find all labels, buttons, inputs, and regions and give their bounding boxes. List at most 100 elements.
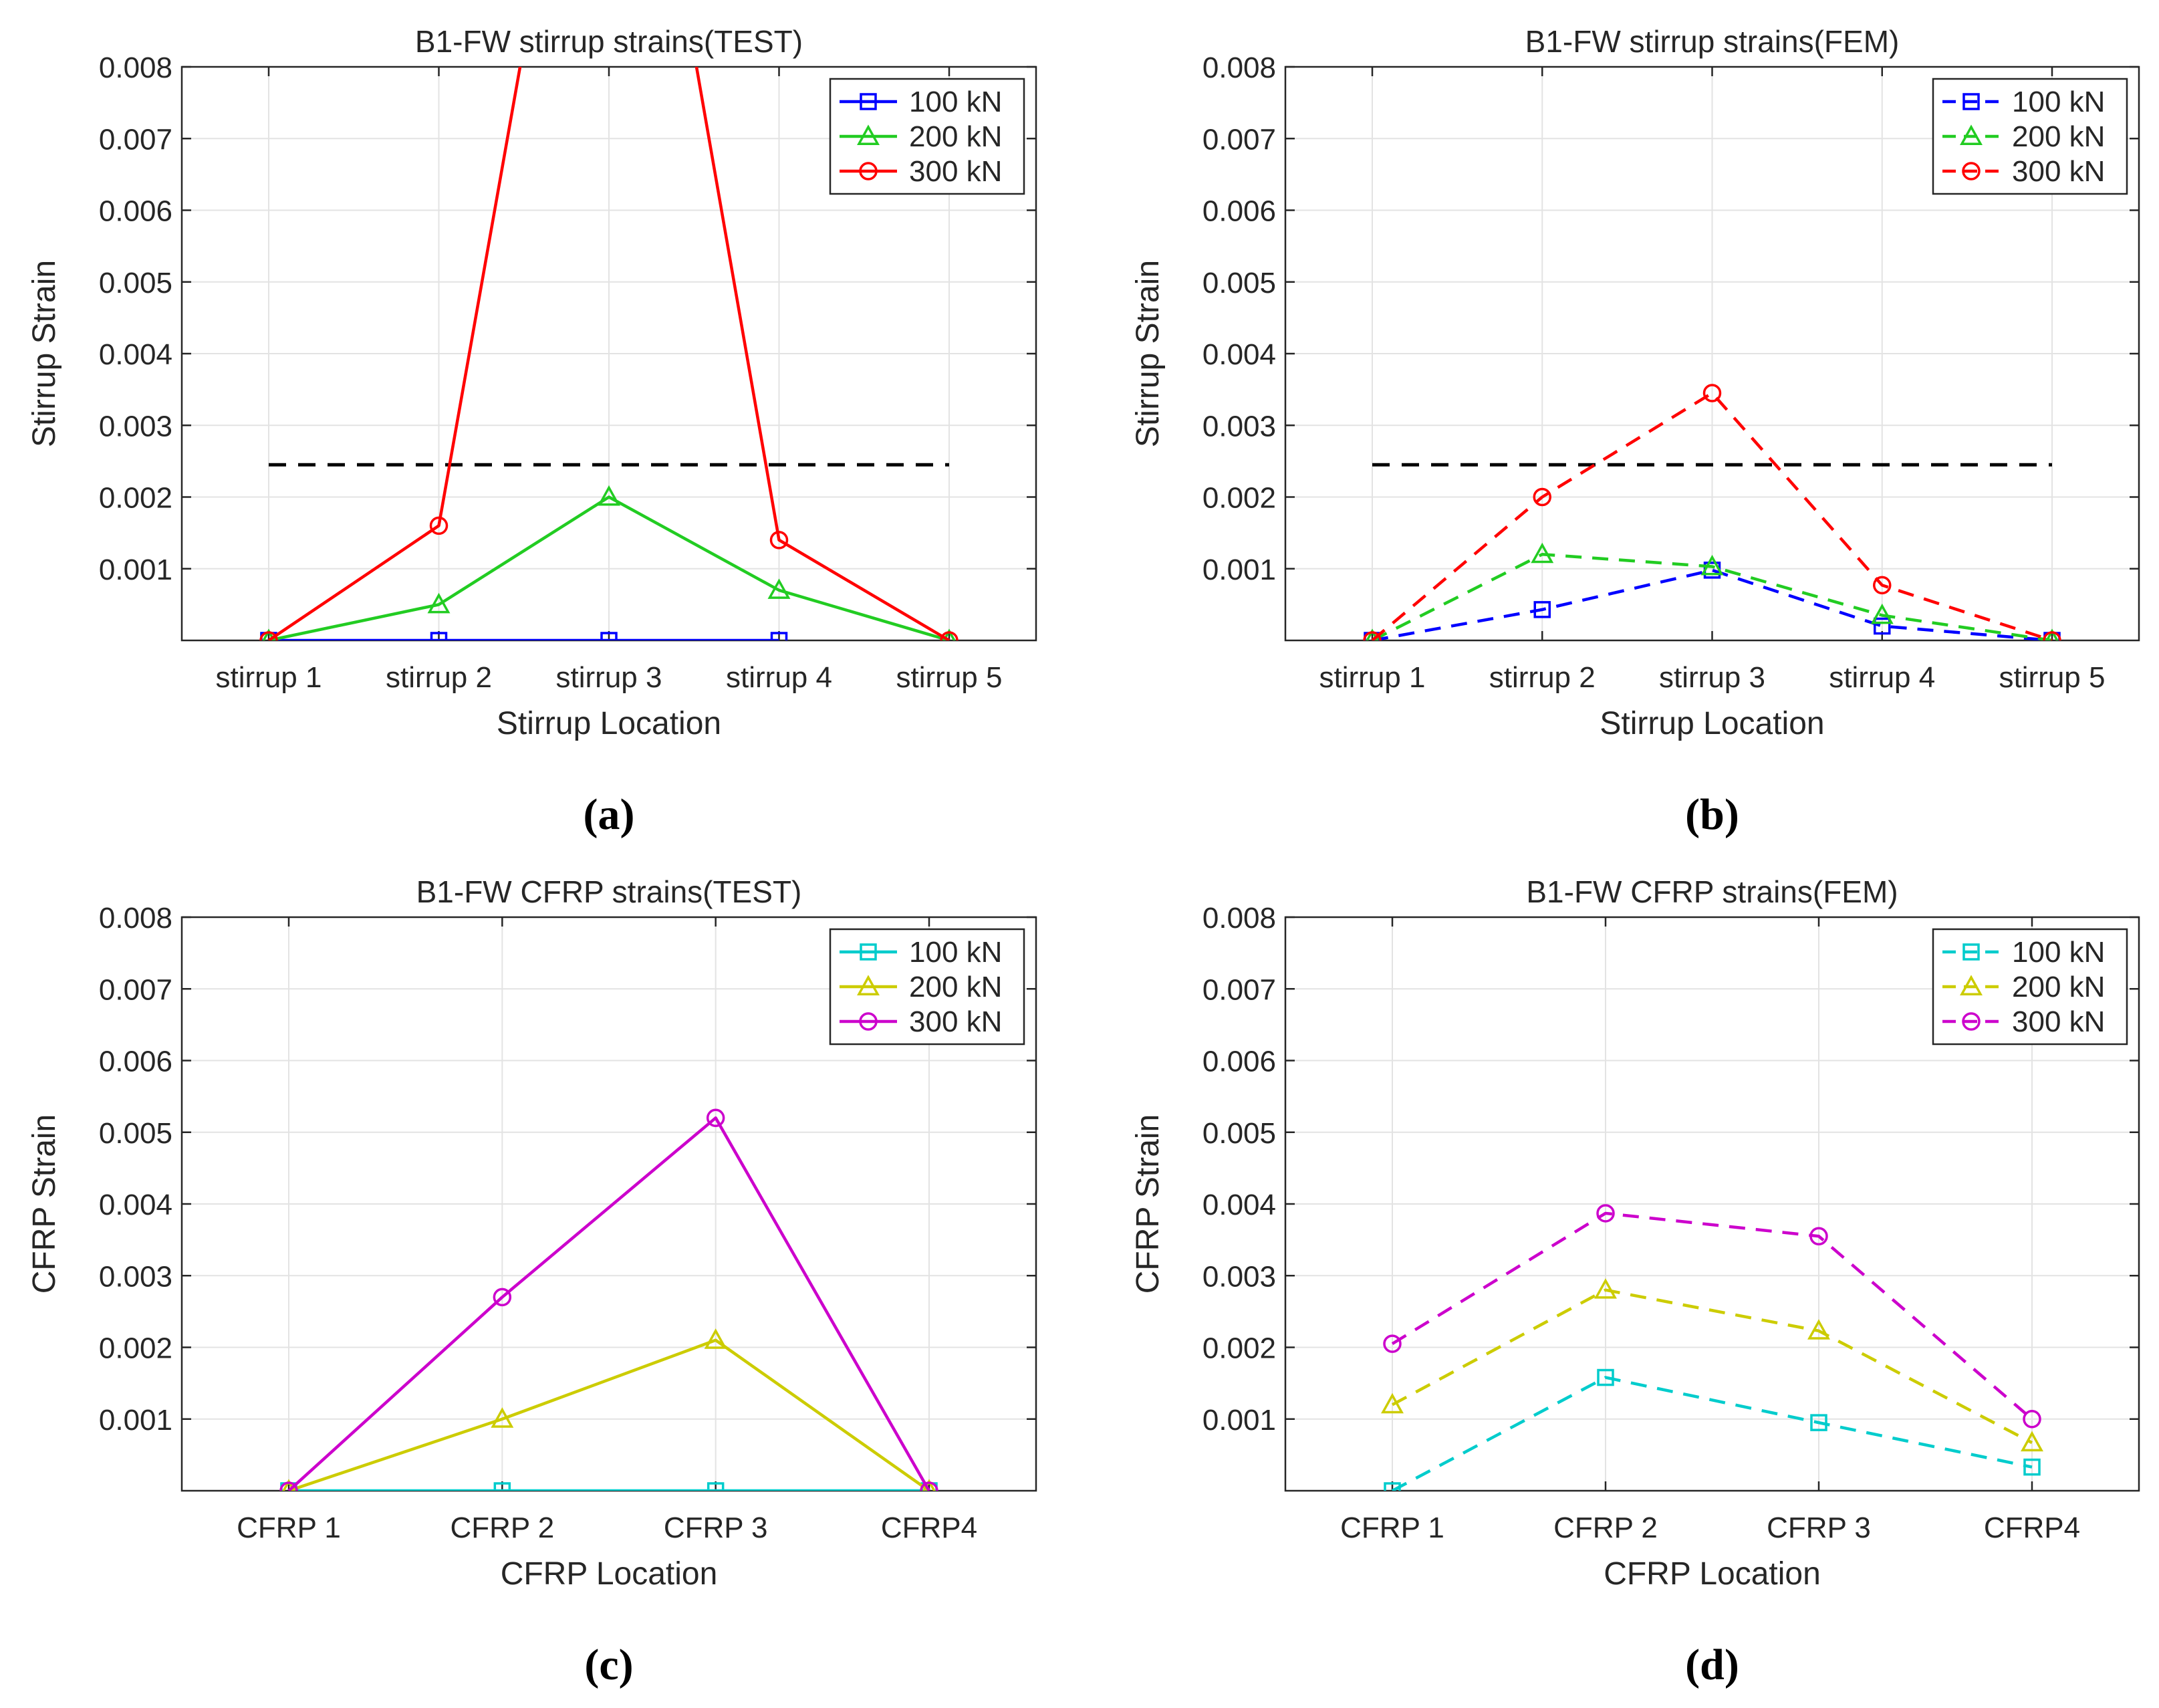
data-point — [940, 631, 959, 640]
y-axis-label: CFRP Strain — [27, 1114, 62, 1294]
legend-label: 100 kN — [2012, 936, 2105, 969]
data-point — [1810, 1414, 1827, 1431]
data-point — [2023, 1458, 2041, 1476]
data-point — [491, 1407, 514, 1428]
y-tick-label: 0.003 — [1202, 1260, 1276, 1293]
plot-content — [259, 67, 959, 640]
x-axis-label: Stirrup Location — [1600, 706, 1824, 741]
data-point — [1383, 1334, 1402, 1353]
chart-title: B1-FW CFRP strains(TEST) — [416, 874, 802, 909]
series-line — [1391, 1376, 2033, 1491]
series-line — [1371, 391, 2053, 640]
y-tick-label: 0.008 — [99, 51, 172, 84]
y-tick-label: 0.003 — [99, 1260, 172, 1293]
data-point — [2021, 1431, 2043, 1452]
chart-title: B1-FW stirrup strains(FEM) — [1525, 24, 1900, 59]
data-point — [600, 632, 618, 640]
data-point — [920, 1481, 938, 1491]
series-2 — [1381, 1278, 2043, 1452]
y-tick-label: 0.007 — [99, 973, 172, 1006]
x-tick-label: stirrup 5 — [1999, 661, 2106, 694]
series-2 — [262, 485, 956, 640]
data-point — [1809, 1227, 1828, 1246]
x-tick-label: CFRP4 — [881, 1511, 977, 1544]
legend-swatch-marker — [1962, 162, 1981, 180]
y-tick-label: 0.002 — [1202, 1332, 1276, 1365]
data-point — [767, 578, 791, 599]
x-tick-label: stirrup 1 — [216, 661, 322, 694]
y-axis-label: Stirrup Strain — [27, 260, 62, 447]
data-point — [493, 1288, 512, 1307]
y-tick-label: 0.004 — [1202, 338, 1276, 371]
chart-panel-3: 0.001 0.002 0.003 0.004 0.005 0.006 0.007 0.008… — [27, 874, 1037, 1689]
x-tick-label: stirrup 2 — [1489, 661, 1596, 694]
x-tick-label: stirrup 3 — [1659, 661, 1765, 694]
y-tick-label: 0.006 — [99, 1046, 172, 1078]
legend-label: 200 kN — [2012, 971, 2105, 1003]
x-tick-label: stirrup 5 — [896, 661, 1003, 694]
data-point — [429, 516, 449, 535]
series-line — [268, 495, 950, 640]
y-tick-label: 0.004 — [99, 338, 172, 371]
data-point — [1807, 1319, 1830, 1340]
data-point — [1702, 384, 1722, 402]
legend-swatch-marker — [1960, 975, 1983, 995]
data-point — [1596, 1204, 1615, 1223]
legend-label: 100 kN — [909, 86, 1002, 118]
data-point — [427, 592, 451, 614]
y-tick-label: 0.002 — [99, 1332, 172, 1365]
y-axis-label: CFRP Strain — [1130, 1114, 1166, 1294]
panel-caption: (a) — [584, 790, 635, 839]
data-point — [2043, 631, 2061, 640]
chart-title: B1-FW stirrup strains(TEST) — [415, 24, 803, 59]
legend-label: 100 kN — [2012, 86, 2105, 118]
legend-label: 100 kN — [909, 936, 1002, 969]
y-tick-label: 0.007 — [99, 123, 172, 156]
x-tick-label: CFRP 2 — [1553, 1511, 1658, 1544]
legend-swatch-marker — [1962, 93, 1980, 110]
data-point — [2045, 628, 2059, 640]
data-point — [1366, 628, 1379, 640]
legend-label: 300 kN — [909, 155, 1002, 188]
y-tick-label: 0.001 — [99, 1404, 172, 1437]
legend-swatch-marker — [857, 975, 880, 995]
legend-swatch-marker — [859, 162, 878, 180]
y-tick-label: 0.001 — [1202, 554, 1276, 586]
y-tick-label: 0.004 — [99, 1189, 172, 1221]
y-axis-label: Stirrup Strain — [1130, 260, 1166, 447]
x-axis-label: CFRP Location — [1604, 1556, 1821, 1592]
data-point — [262, 628, 275, 640]
y-tick-label: 0.003 — [99, 410, 172, 443]
series-line — [287, 1116, 930, 1491]
data-point — [598, 485, 620, 506]
data-point — [1384, 1482, 1401, 1491]
chart-panel-1: 0.001 0.002 0.003 0.004 0.005 0.006 0.007 0.008… — [27, 24, 1037, 839]
x-axis-label: Stirrup Location — [497, 706, 721, 741]
legend-label: 300 kN — [2012, 155, 2105, 188]
data-point — [1873, 576, 1892, 595]
x-tick-label: CFRP 3 — [664, 1511, 768, 1544]
data-point — [259, 631, 278, 640]
series-line — [288, 1338, 930, 1491]
data-point — [430, 632, 448, 640]
panel-caption: (b) — [1685, 790, 1739, 839]
y-tick-label: 0.005 — [1202, 1117, 1276, 1150]
data-point — [1381, 1392, 1404, 1414]
legend-label: 300 kN — [909, 1005, 1002, 1038]
data-point — [2023, 1410, 2041, 1429]
x-tick-label: CFRP 2 — [450, 1511, 554, 1544]
series-line — [1372, 568, 2053, 640]
data-point — [1874, 617, 1891, 635]
series-3 — [1383, 1204, 2041, 1429]
y-tick-label: 0.002 — [99, 482, 172, 515]
y-tick-label: 0.002 — [1202, 482, 1276, 515]
series-3 — [279, 1108, 938, 1491]
x-tick-label: CFRP 1 — [1340, 1511, 1444, 1544]
series-3 — [1363, 384, 2061, 640]
legend-swatch-marker — [860, 943, 877, 961]
data-point — [1363, 631, 1382, 640]
chart-panel-2: 0.001 0.002 0.003 0.004 0.005 0.006 0.007 0.008… — [1130, 24, 2140, 839]
data-point — [279, 1481, 298, 1491]
